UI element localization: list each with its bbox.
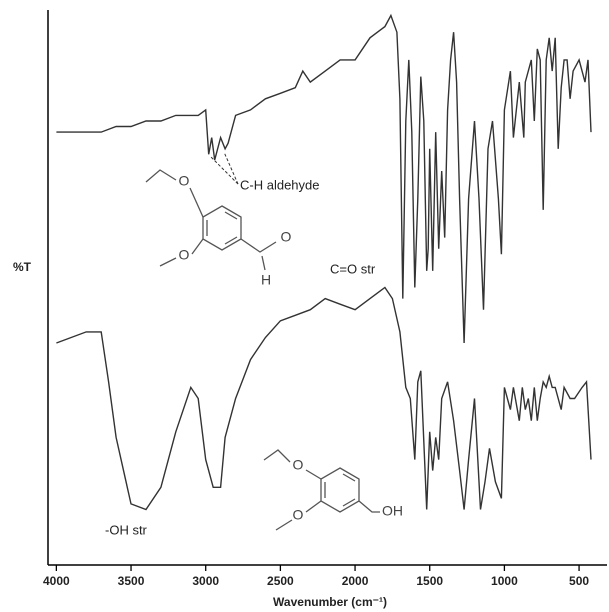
bond	[342, 473, 356, 482]
annotation-arrows	[209, 151, 239, 185]
arrow	[209, 155, 239, 185]
ring	[320, 467, 360, 513]
x-tick-label: 3500	[118, 574, 145, 588]
x-tick-label: 2000	[342, 574, 369, 588]
bond	[261, 255, 266, 271]
bond	[191, 238, 204, 255]
bond	[224, 211, 238, 220]
annotation: -OH str	[105, 522, 148, 537]
x-tick-label: 500	[569, 574, 589, 588]
x-tick-label: 2500	[267, 574, 294, 588]
x-axis-label: Wavenumber (cm⁻¹)	[273, 595, 387, 609]
bond	[275, 519, 293, 531]
bond	[305, 469, 322, 480]
molecule-top: O O O H	[145, 169, 292, 288]
bond	[342, 498, 356, 507]
x-tick-label: 1500	[416, 574, 443, 588]
molecule-bottom: O O OH	[263, 449, 403, 531]
bond	[240, 238, 277, 253]
bond	[358, 500, 380, 513]
atom-label: O	[179, 247, 190, 263]
x-tick-label: 3000	[192, 574, 219, 588]
atom-label: OH	[382, 503, 403, 519]
annotation: C=O str	[330, 261, 376, 276]
atom-label: O	[293, 457, 304, 473]
atom-label: O	[179, 173, 190, 189]
x-tick-label: 1000	[491, 574, 518, 588]
bond	[189, 187, 204, 218]
bond	[145, 169, 177, 183]
bond	[305, 500, 322, 513]
bond	[224, 236, 238, 245]
bond	[263, 449, 291, 463]
y-axis-label: %T	[13, 260, 32, 274]
atom-label: O	[293, 507, 304, 523]
annotation: C-H aldehyde	[240, 177, 320, 192]
x-tick-label: 4000	[43, 574, 70, 588]
spectrum-line	[56, 13, 592, 344]
arrow	[223, 151, 239, 185]
atom-label: O	[281, 229, 292, 245]
atom-label: H	[261, 272, 271, 288]
ring	[202, 205, 242, 251]
bond	[159, 257, 177, 267]
spectrum-line	[56, 286, 592, 511]
